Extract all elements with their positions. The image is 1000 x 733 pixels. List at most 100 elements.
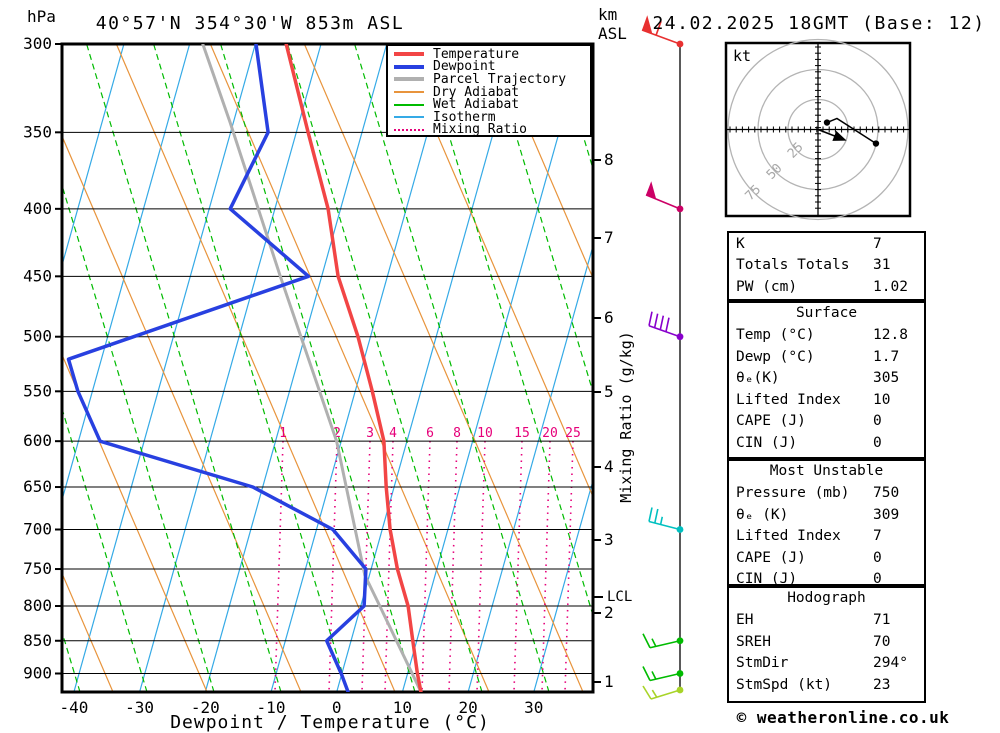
- legend-label: Temperature: [433, 46, 520, 62]
- wind-barb: [642, 633, 684, 649]
- sounding-curves: [66, 44, 423, 692]
- km-tick-label: 2: [604, 603, 614, 622]
- info-table-row: Dewp (°C) 1.7: [729, 346, 924, 368]
- legend-entry: Parcel Trajectory: [394, 71, 590, 87]
- plot-border: [60, 42, 595, 694]
- info-row-value: 12.8: [873, 327, 908, 344]
- info-row-value: 305: [873, 370, 900, 387]
- mixing-ratio-value: 3: [366, 426, 374, 441]
- pressure-gridlines: 300 350 400 450 500 550 600 650 700 750 800 850 900: [23, 34, 593, 683]
- temperature-curve: [284, 44, 423, 692]
- km-tick-label: 5: [604, 382, 614, 401]
- info-table-section-title: Most Unstable: [769, 463, 884, 479]
- temp-tick-label: -40: [59, 698, 88, 717]
- info-table-row: θₑ(K) 305: [729, 368, 924, 390]
- info-row-label: PW (cm): [736, 278, 798, 295]
- lcl-label: LCL: [607, 589, 633, 605]
- mixing-ratio-value: 15: [514, 426, 530, 441]
- dry-adiabat-lines: [62, 44, 593, 692]
- info-row-value: 0: [873, 413, 882, 430]
- wind-barb: [648, 507, 684, 533]
- storm-motion-arrowhead: [832, 130, 847, 141]
- info-row-label: StmSpd (kt): [736, 676, 833, 693]
- temp-tick-label: 30: [524, 698, 543, 717]
- info-row-value: 10: [873, 391, 891, 408]
- temp-tick-label: 10: [393, 698, 412, 717]
- plot-background: [62, 44, 593, 692]
- legend-entry: Dry Adiabat: [394, 84, 590, 100]
- info-row-label: Pressure (mb): [736, 485, 850, 502]
- info-row-value: 1.02: [873, 278, 908, 295]
- isotherm-lines: [62, 44, 593, 692]
- info-row-label: StmDir: [736, 655, 789, 672]
- pressure-tick-label: 500: [23, 327, 52, 346]
- pressure-tick-label: 550: [23, 381, 52, 400]
- legend-label: Dewpoint: [433, 59, 496, 75]
- info-row-value: 750: [873, 485, 900, 502]
- legend-entry: Isotherm: [394, 109, 590, 125]
- info-row-value: 7: [873, 528, 882, 545]
- info-row-value: 23: [873, 676, 891, 693]
- altitude-axis-unit-asl: ASL: [598, 24, 627, 43]
- wind-barb-column: [641, 15, 684, 700]
- info-row-label: SREH: [736, 633, 771, 650]
- info-table-row: CAPE (J) 0: [729, 547, 924, 569]
- info-row-value: 0: [873, 571, 882, 588]
- info-table-row: CIN (J) 0: [729, 432, 924, 454]
- km-tick-label: 1: [604, 672, 614, 691]
- info-row-label: Dewp (°C): [736, 348, 815, 365]
- mixing-ratio-value: 4: [389, 426, 397, 441]
- pressure-tick-label: 650: [23, 477, 52, 496]
- info-row-value: 71: [873, 612, 891, 629]
- altitude-axis-unit-km: km: [598, 5, 618, 24]
- info-table-row: Lifted Index 7: [729, 526, 924, 548]
- mixing-ratio-value-labels: 1 2 3 4 6 8 10 15 20 25: [279, 426, 581, 441]
- info-table-row: Temp (°C) 12.8: [729, 325, 924, 347]
- copyright: © weatheronline.co.uk: [736, 708, 950, 727]
- wind-barb: [648, 311, 684, 341]
- legend-swatch-line: [394, 52, 424, 57]
- legend-label: Wet Adiabat: [433, 97, 520, 113]
- info-table-section: Surface Temp (°C) 12.8 Dewp (°C) 1.7 θₑ(K) 305…: [727, 301, 926, 459]
- mixing-ratio-value: 25: [565, 426, 581, 441]
- info-row-label: CIN (J): [736, 571, 798, 588]
- temp-tick-label: -20: [191, 698, 220, 717]
- legend-swatch-line: [394, 116, 424, 119]
- legend-label: Mixing Ratio: [433, 122, 527, 138]
- info-table-row: θₑ (K) 309: [729, 504, 924, 526]
- pressure-tick-label: 750: [23, 559, 52, 578]
- legend-box: Temperature Dewpoint Parcel Trajectory Dry …: [386, 44, 592, 137]
- info-table-section-title: Hodograph: [787, 590, 866, 606]
- info-row-value: 7: [873, 235, 882, 252]
- wind-barb: [642, 666, 684, 682]
- km-tick-label: 8: [604, 150, 614, 169]
- wind-barb: [641, 15, 684, 48]
- pressure-tick-label: 350: [23, 122, 52, 141]
- info-table-section: Most Unstable Pressure (mb) 750 θₑ (K) 309 Li…: [727, 459, 926, 588]
- wind-barb: [645, 181, 684, 213]
- legend-label: Isotherm: [433, 109, 496, 125]
- pressure-tick-label: 900: [23, 664, 52, 683]
- legend-entry: Wet Adiabat: [394, 97, 590, 113]
- pressure-tick-label: 700: [23, 520, 52, 539]
- info-table-row: Pressure (mb) 750: [729, 483, 924, 505]
- legend-label: Dry Adiabat: [433, 84, 520, 100]
- info-row-label: CAPE (J): [736, 413, 806, 430]
- page-title: 40°57'N 354°30'W 853m ASL: [95, 13, 405, 34]
- info-table-row: SREH 70: [729, 631, 924, 653]
- info-row-value: 309: [873, 506, 900, 523]
- legend-label: Parcel Trajectory: [433, 71, 567, 87]
- mixing-ratio-axis-label: Mixing Ratio (g/kg): [617, 331, 635, 503]
- legend-entry: Mixing Ratio: [394, 122, 590, 138]
- info-table-row: Totals Totals 31: [729, 255, 924, 277]
- temp-tick-labels: -40 -30 -20 -10 0 10 20 30: [59, 698, 543, 717]
- info-row-label: CIN (J): [736, 434, 798, 451]
- temp-tick-label: -30: [125, 698, 154, 717]
- info-row-label: EH: [736, 612, 754, 629]
- pressure-tick-label: 400: [23, 199, 52, 218]
- parcel-trajectory-curve: [201, 44, 423, 692]
- pressure-tick-label: 850: [23, 631, 52, 650]
- hodograph-trace: [826, 117, 877, 145]
